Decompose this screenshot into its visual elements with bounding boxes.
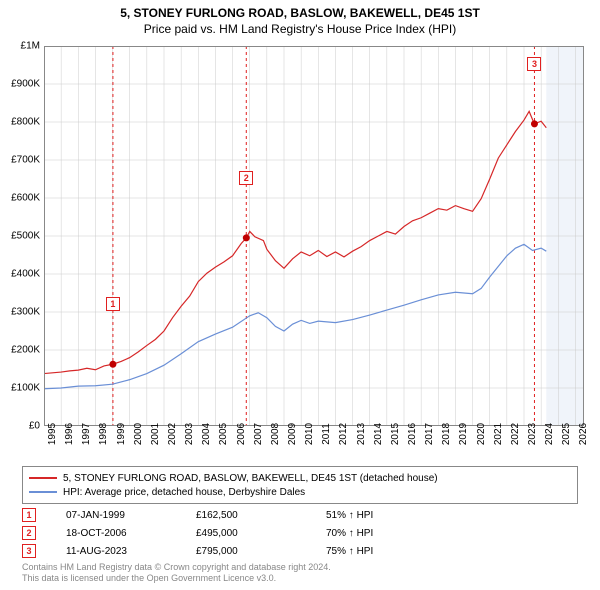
x-tick-label: 2001 [150, 423, 161, 445]
y-tick-label: £0 [29, 421, 40, 432]
title-line2: Price paid vs. HM Land Registry's House … [0, 22, 600, 36]
sale-row: 2 18-OCT-2006£495,00070% ↑ HPI [22, 524, 578, 542]
x-tick-label: 2016 [407, 423, 418, 445]
chart-plot-area: 1 2 3 [44, 46, 584, 426]
series-hpi [44, 244, 546, 388]
x-tick-label: 1999 [116, 423, 127, 445]
footer-line2: This data is licensed under the Open Gov… [22, 573, 578, 584]
chart-svg [44, 46, 584, 426]
y-tick-label: £900K [11, 79, 40, 90]
chart-container: 5, STONEY FURLONG ROAD, BASLOW, BAKEWELL… [0, 0, 600, 590]
x-tick-label: 2003 [184, 423, 195, 445]
x-tick-label: 2021 [493, 423, 504, 445]
y-axis-labels: £0£100K£200K£300K£400K£500K£600K£700K£80… [0, 46, 42, 426]
x-axis-labels: 1995199619971998199920002001200220032004… [44, 430, 584, 466]
x-tick-label: 2006 [236, 423, 247, 445]
x-tick-label: 2019 [458, 423, 469, 445]
x-tick-label: 2012 [338, 423, 349, 445]
series-price_paid [44, 111, 546, 373]
sale-date: 11-AUG-2023 [66, 546, 196, 557]
sale-marker-2: 2 [239, 171, 253, 185]
x-tick-label: 2018 [441, 423, 452, 445]
x-tick-label: 2004 [201, 423, 212, 445]
sale-row: 1 07-JAN-1999£162,50051% ↑ HPI [22, 506, 578, 524]
sale-hpi: 51% ↑ HPI [326, 510, 446, 521]
sale-row-marker: 2 [22, 526, 36, 540]
sale-price: £795,000 [196, 546, 326, 557]
footer-attribution: Contains HM Land Registry data © Crown c… [22, 562, 578, 584]
x-tick-label: 2015 [390, 423, 401, 445]
sale-date: 18-OCT-2006 [66, 528, 196, 539]
x-tick-label: 2017 [424, 423, 435, 445]
x-tick-label: 1995 [47, 423, 58, 445]
legend-label: 5, STONEY FURLONG ROAD, BASLOW, BAKEWELL… [63, 473, 438, 484]
sale-row-marker: 1 [22, 508, 36, 522]
sale-price: £495,000 [196, 528, 326, 539]
y-tick-label: £1M [21, 41, 40, 52]
sale-row-marker: 3 [22, 544, 36, 558]
x-tick-label: 2002 [167, 423, 178, 445]
x-tick-label: 1997 [81, 423, 92, 445]
x-tick-label: 2007 [253, 423, 264, 445]
x-tick-label: 2005 [218, 423, 229, 445]
legend-label: HPI: Average price, detached house, Derb… [63, 487, 305, 498]
y-tick-label: £300K [11, 307, 40, 318]
legend-row: HPI: Average price, detached house, Derb… [29, 485, 571, 499]
x-tick-label: 2024 [544, 423, 555, 445]
y-tick-label: £800K [11, 117, 40, 128]
sale-date: 07-JAN-1999 [66, 510, 196, 521]
title-line1: 5, STONEY FURLONG ROAD, BASLOW, BAKEWELL… [0, 6, 600, 20]
x-tick-label: 2009 [287, 423, 298, 445]
sale-row: 3 11-AUG-2023£795,00075% ↑ HPI [22, 542, 578, 560]
x-tick-label: 2010 [304, 423, 315, 445]
legend-swatch [29, 491, 57, 493]
x-tick-label: 2022 [510, 423, 521, 445]
title-block: 5, STONEY FURLONG ROAD, BASLOW, BAKEWELL… [0, 0, 600, 36]
y-tick-label: £200K [11, 345, 40, 356]
sales-table: 1 07-JAN-1999£162,50051% ↑ HPI 2 18-OCT-200… [22, 506, 578, 560]
y-tick-label: £100K [11, 383, 40, 394]
x-tick-label: 2000 [133, 423, 144, 445]
sale-marker-1: 1 [106, 297, 120, 311]
x-tick-label: 2008 [270, 423, 281, 445]
x-tick-label: 2026 [578, 423, 589, 445]
sale-marker-3: 3 [527, 57, 541, 71]
y-tick-label: £700K [11, 155, 40, 166]
y-tick-label: £400K [11, 269, 40, 280]
x-tick-label: 2025 [561, 423, 572, 445]
legend-box: 5, STONEY FURLONG ROAD, BASLOW, BAKEWELL… [22, 466, 578, 504]
footer-line1: Contains HM Land Registry data © Crown c… [22, 562, 578, 573]
x-tick-label: 2014 [373, 423, 384, 445]
x-tick-label: 1998 [98, 423, 109, 445]
x-tick-label: 2023 [527, 423, 538, 445]
legend-row: 5, STONEY FURLONG ROAD, BASLOW, BAKEWELL… [29, 471, 571, 485]
x-tick-label: 2020 [476, 423, 487, 445]
sale-price: £162,500 [196, 510, 326, 521]
y-tick-label: £600K [11, 193, 40, 204]
x-tick-label: 2011 [321, 423, 332, 445]
x-tick-label: 2013 [356, 423, 367, 445]
legend-swatch [29, 477, 57, 479]
sale-hpi: 75% ↑ HPI [326, 546, 446, 557]
x-tick-label: 1996 [64, 423, 75, 445]
sale-hpi: 70% ↑ HPI [326, 528, 446, 539]
y-tick-label: £500K [11, 231, 40, 242]
